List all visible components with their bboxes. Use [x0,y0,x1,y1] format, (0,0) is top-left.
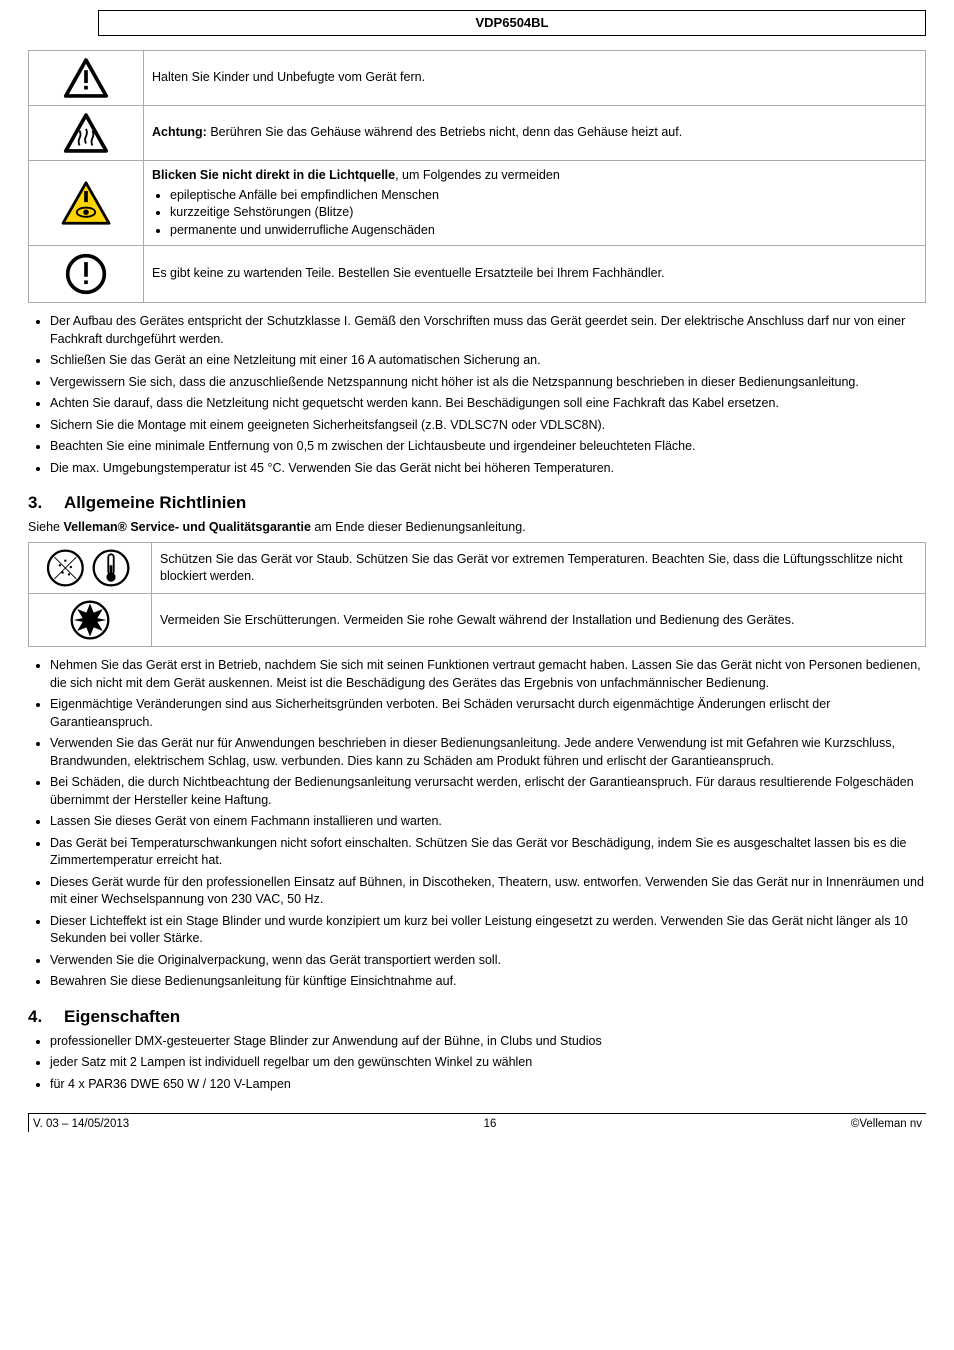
guideline-row: Schützen Sie das Gerät vor Staub. Schütz… [29,543,926,594]
list-item: Vergewissern Sie sich, dass die anzuschl… [50,374,926,392]
section4-num: 4. [28,1005,64,1029]
guideline-row: Vermeiden Sie Erschütterungen. Vermeiden… [29,594,926,647]
page-footer: V. 03 – 14/05/2013 16 ©Velleman nv [28,1113,926,1132]
warning-row: Halten Sie Kinder und Unbefugte vom Gerä… [29,51,926,106]
warnings-table: Halten Sie Kinder und Unbefugte vom Gerä… [28,50,926,303]
list-item: Das Gerät bei Temperaturschwankungen nic… [50,835,926,870]
section4-title: Eigenschaften [64,1007,180,1026]
guidelines-bullets: Nehmen Sie das Gerät erst in Betrieb, na… [28,657,926,991]
list-item: Achten Sie darauf, dass die Netzleitung … [50,395,926,413]
warning-row: Achtung: Berühren Sie das Gehäuse währen… [29,106,926,161]
list-item: Nehmen Sie das Gerät erst in Betrieb, na… [50,657,926,692]
section3-intro: Siehe Velleman® Service- und Qualitätsga… [28,519,926,537]
list-item: für 4 x PAR36 DWE 650 W / 120 V-Lampen [50,1076,926,1094]
guidelines-table: Schützen Sie das Gerät vor Staub. Schütz… [28,542,926,647]
list-item: Verwenden Sie die Originalverpackung, we… [50,952,926,970]
warning-icon [29,106,144,161]
list-item: Beachten Sie eine minimale Entfernung vo… [50,438,926,456]
list-item: Schließen Sie das Gerät an eine Netzleit… [50,352,926,370]
section3-title: Allgemeine Richtlinien [64,493,246,512]
warning-text: Blicken Sie nicht direkt in die Lichtque… [144,161,926,246]
footer-version: V. 03 – 14/05/2013 [28,1113,137,1132]
guideline-text: Vermeiden Sie Erschütterungen. Vermeiden… [152,594,926,647]
safety-bullets: Der Aufbau des Gerätes entspricht der Sc… [28,313,926,477]
section3-num: 3. [28,491,64,515]
warning-text: Achtung: Berühren Sie das Gehäuse währen… [144,106,926,161]
footer-page: 16 [137,1113,843,1132]
section4-heading: 4.Eigenschaften [28,1005,926,1029]
list-item: Dieser Lichteffekt ist ein Stage Blinder… [50,913,926,948]
guideline-text: Schützen Sie das Gerät vor Staub. Schütz… [152,543,926,594]
guideline-icon [29,594,152,647]
list-item: Lassen Sie dieses Gerät von einem Fachma… [50,813,926,831]
warning-icon [29,246,144,303]
footer-copyright: ©Velleman nv [843,1113,926,1132]
list-item: Bei Schäden, die durch Nichtbeachtung de… [50,774,926,809]
guideline-icon [29,543,152,594]
list-item: Bewahren Sie diese Bedienungsanleitung f… [50,973,926,991]
warning-text: Halten Sie Kinder und Unbefugte vom Gerä… [144,51,926,106]
list-item: Sichern Sie die Montage mit einem geeign… [50,417,926,435]
list-item: jeder Satz mit 2 Lampen ist individuell … [50,1054,926,1072]
list-item: Dieses Gerät wurde für den professionell… [50,874,926,909]
warning-row: Es gibt keine zu wartenden Teile. Bestel… [29,246,926,303]
product-header: VDP6504BL [98,10,926,36]
warning-icon [29,161,144,246]
product-title: VDP6504BL [476,15,549,30]
features-bullets: professioneller DMX-gesteuerter Stage Bl… [28,1033,926,1094]
section3-heading: 3.Allgemeine Richtlinien [28,491,926,515]
warning-row: Blicken Sie nicht direkt in die Lichtque… [29,161,926,246]
list-item: professioneller DMX-gesteuerter Stage Bl… [50,1033,926,1051]
warning-text: Es gibt keine zu wartenden Teile. Bestel… [144,246,926,303]
list-item: Verwenden Sie das Gerät nur für Anwendun… [50,735,926,770]
list-item: Eigenmächtige Veränderungen sind aus Sic… [50,696,926,731]
list-item: Die max. Umgebungstemperatur ist 45 °C. … [50,460,926,478]
list-item: Der Aufbau des Gerätes entspricht der Sc… [50,313,926,348]
warning-icon [29,51,144,106]
